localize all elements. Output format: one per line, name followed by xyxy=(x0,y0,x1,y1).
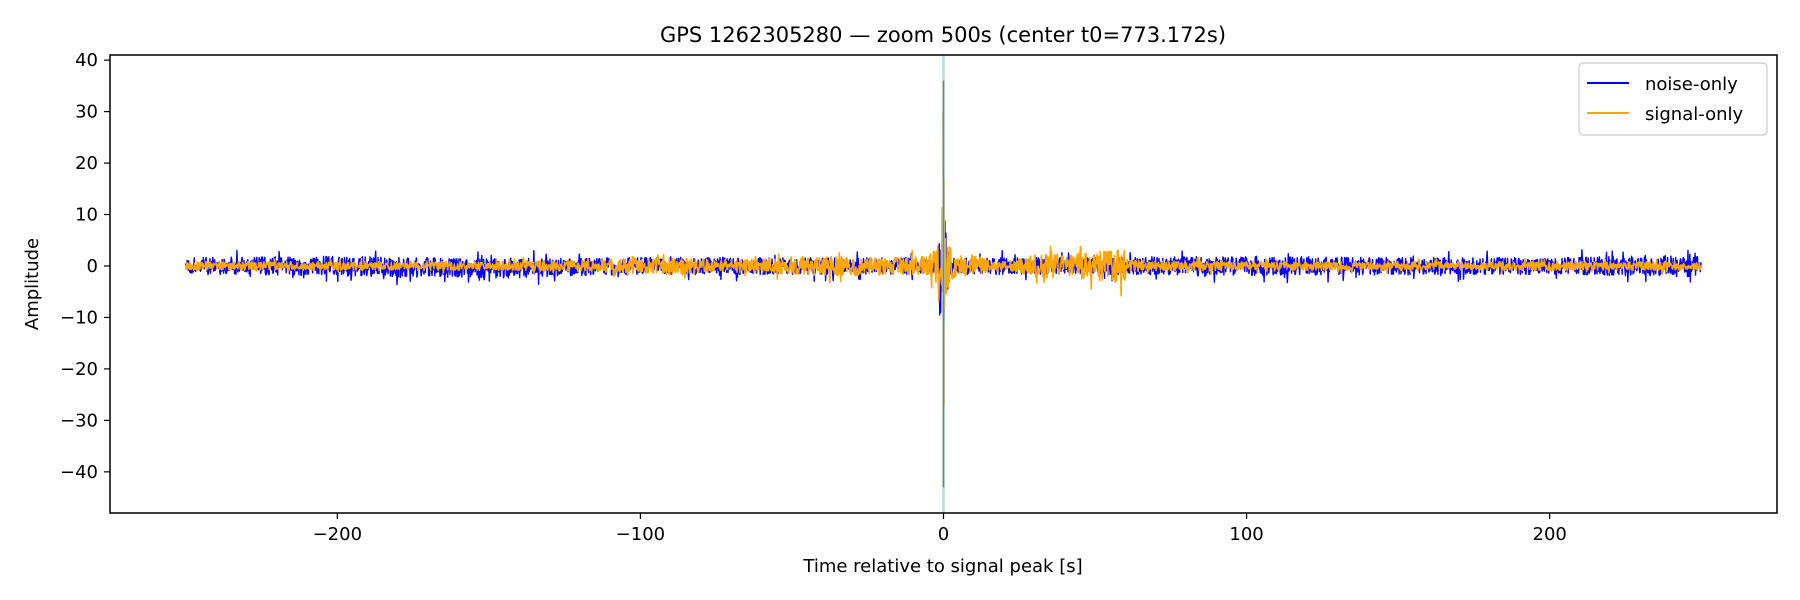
y-tick-label: 20 xyxy=(75,153,98,174)
x-tick-label: 200 xyxy=(1533,524,1567,545)
x-tick-label: 100 xyxy=(1229,524,1263,545)
legend-label-noise-only: noise-only xyxy=(1645,74,1738,95)
y-tick-label: 10 xyxy=(75,205,98,226)
x-tick-label: −100 xyxy=(616,524,665,545)
y-axis-label: Amplitude xyxy=(22,238,43,330)
y-tick-label: 0 xyxy=(87,256,98,277)
x-tick-label: −200 xyxy=(313,524,362,545)
chart-title: GPS 1262305280 — zoom 500s (center t0=77… xyxy=(660,23,1226,47)
x-axis: −200 −100 0 100 200 xyxy=(313,513,1567,545)
y-tick-label: −30 xyxy=(60,410,98,431)
y-tick-label: −40 xyxy=(60,462,98,483)
legend: noise-only signal-only xyxy=(1578,62,1768,136)
x-axis-label: Time relative to signal peak [s] xyxy=(802,556,1082,577)
x-tick-label: 0 xyxy=(938,524,949,545)
y-tick-label: −10 xyxy=(60,307,98,328)
y-tick-label: −20 xyxy=(60,359,98,380)
y-tick-label: 40 xyxy=(75,50,98,71)
legend-box xyxy=(1578,62,1768,136)
y-tick-label: 30 xyxy=(75,102,98,123)
y-axis: −40 −30 −20 −10 0 10 20 30 40 xyxy=(60,50,110,483)
legend-label-signal-only: signal-only xyxy=(1645,104,1743,125)
